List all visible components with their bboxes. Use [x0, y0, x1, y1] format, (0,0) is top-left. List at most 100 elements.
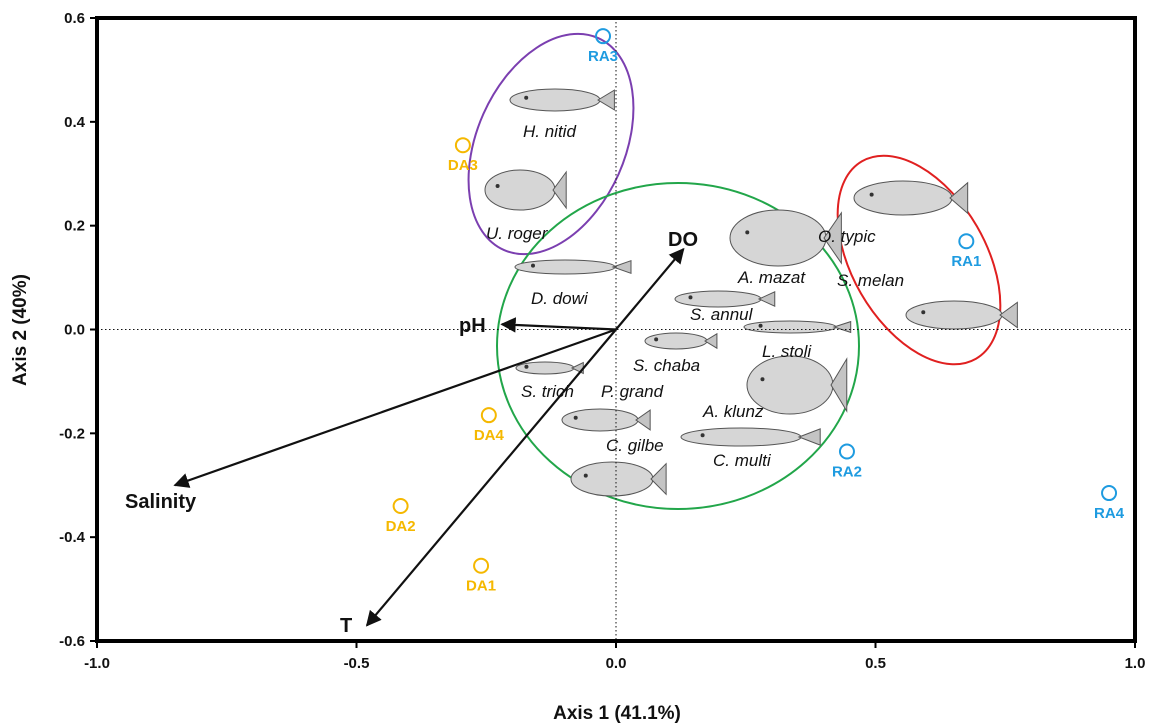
site-label-da4: DA4 [474, 427, 505, 444]
species-label: P. grand [601, 382, 664, 401]
species-label: A. mazat [737, 268, 806, 287]
species-label: S. melan [837, 271, 904, 290]
x-tick-label: 0.0 [606, 655, 627, 672]
fish-illustration [509, 88, 601, 112]
site-point-da2 [392, 498, 409, 515]
fish-tail [635, 409, 651, 431]
site-point-da3 [454, 137, 471, 154]
fish-eye [688, 295, 693, 300]
species-label: H. nitid [523, 122, 576, 141]
species-label: A. klunz [702, 402, 764, 421]
fish-tail [650, 462, 667, 496]
y-tick-label: -0.2 [59, 425, 85, 442]
fish-tail [999, 301, 1018, 329]
fish-eye [654, 337, 659, 342]
fish-eye [495, 184, 500, 188]
fish-eye [573, 415, 578, 420]
fish-tail [830, 357, 848, 413]
vector-label-do: DO [668, 229, 698, 251]
fish-illustration [729, 209, 827, 267]
species-labels: H. nitid U. roger D. dowi A. mazat S. annul S… [486, 122, 904, 470]
reference-lines [97, 18, 1135, 641]
grouping-ellipses [467, 32, 1002, 510]
fish-tail [797, 428, 821, 446]
vector-arrow-ph [500, 317, 617, 333]
fish-illustration [905, 300, 1003, 330]
x-tick-label: 0.5 [865, 655, 886, 672]
vector-arrow-do [615, 247, 685, 331]
fish-eye [745, 230, 750, 235]
fish-eye [758, 323, 763, 328]
fish-eye [524, 364, 529, 369]
fish-tail [704, 332, 718, 350]
fish-illustration [561, 408, 639, 432]
group-ellipse-purple [467, 32, 635, 256]
species-label: S. trich [521, 382, 574, 401]
y-tick-label: 0.0 [64, 322, 85, 339]
y-tick-label: 0.4 [64, 114, 86, 131]
fish-eye [700, 433, 705, 438]
vector-label-ph: pH [459, 315, 486, 337]
site-point-ra2 [838, 443, 855, 460]
vector-label-t: T [340, 615, 352, 637]
site-points: DA1 DA2 DA3 DA4 RA1 RA2 RA3 RA4 [386, 28, 1125, 595]
fish-tail [949, 181, 969, 215]
site-point-da1 [473, 557, 490, 574]
fish-tail [597, 89, 615, 111]
y-axis-title: Axis 2 (40%) [10, 274, 31, 386]
species-label: L. stoli [762, 342, 812, 361]
species-label: U. roger [486, 224, 549, 243]
fish-eye [869, 192, 874, 197]
fish-eye [921, 310, 926, 315]
fish-eye [524, 95, 529, 100]
site-point-ra1 [958, 233, 975, 250]
fish-eye [531, 263, 535, 268]
fish-eye [760, 377, 765, 382]
site-label-ra4: RA4 [1094, 505, 1125, 522]
species-label: S. annul [690, 305, 754, 324]
fish-illustration [680, 427, 802, 447]
fish-illustration [515, 361, 575, 375]
fish-illustration [644, 332, 708, 350]
fish-tail [832, 320, 852, 334]
site-label-ra3: RA3 [588, 48, 618, 65]
y-tick-label: -0.4 [59, 529, 86, 546]
x-axis-title: Axis 1 (41.1%) [553, 703, 681, 724]
site-label-da3: DA3 [448, 157, 478, 174]
group-ellipse-red [836, 154, 1002, 366]
species-label: C. multi [713, 451, 772, 470]
x-tick-label: -1.0 [84, 655, 110, 672]
vector-arrow-salinity [173, 328, 617, 488]
y-tick-label: -0.6 [59, 633, 85, 650]
fish-illustration [484, 169, 556, 211]
y-tick-label: 0.2 [64, 218, 85, 235]
site-label-ra1: RA1 [951, 253, 981, 270]
site-label-da2: DA2 [386, 518, 416, 535]
site-point-da4 [480, 407, 497, 424]
vector-arrow-t [365, 328, 617, 627]
y-tick-label: 0.6 [64, 10, 85, 27]
axis-ticks: -1.0 -0.5 0.0 0.5 1.0 0.6 0.4 0.2 0.0 -0.2 -0.4 -0.… [59, 10, 1145, 672]
fish-illustration [514, 259, 616, 275]
species-label: S. chaba [633, 356, 700, 375]
x-tick-label: 1.0 [1125, 655, 1146, 672]
site-point-ra4 [1101, 485, 1118, 502]
species-label: C. gilbe [606, 436, 664, 455]
vector-label-salinity: Salinity [125, 491, 197, 513]
group-ellipse-green [496, 182, 860, 510]
fish-illustration [853, 180, 953, 216]
site-point-ra3 [595, 28, 612, 45]
fish-eye [583, 473, 588, 478]
fish-illustration [570, 461, 654, 497]
species-label: O. typic [818, 227, 876, 246]
x-tick-label: -0.5 [344, 655, 370, 672]
fish-tail [552, 170, 567, 210]
fish-tail [611, 259, 632, 275]
fish-tail [757, 291, 776, 307]
site-label-ra2: RA2 [832, 464, 862, 481]
species-label: D. dowi [531, 289, 589, 308]
environmental-vectors: DO pH Salinity T [125, 229, 698, 637]
site-label-da1: DA1 [466, 578, 496, 595]
fish-illustration [743, 320, 837, 334]
